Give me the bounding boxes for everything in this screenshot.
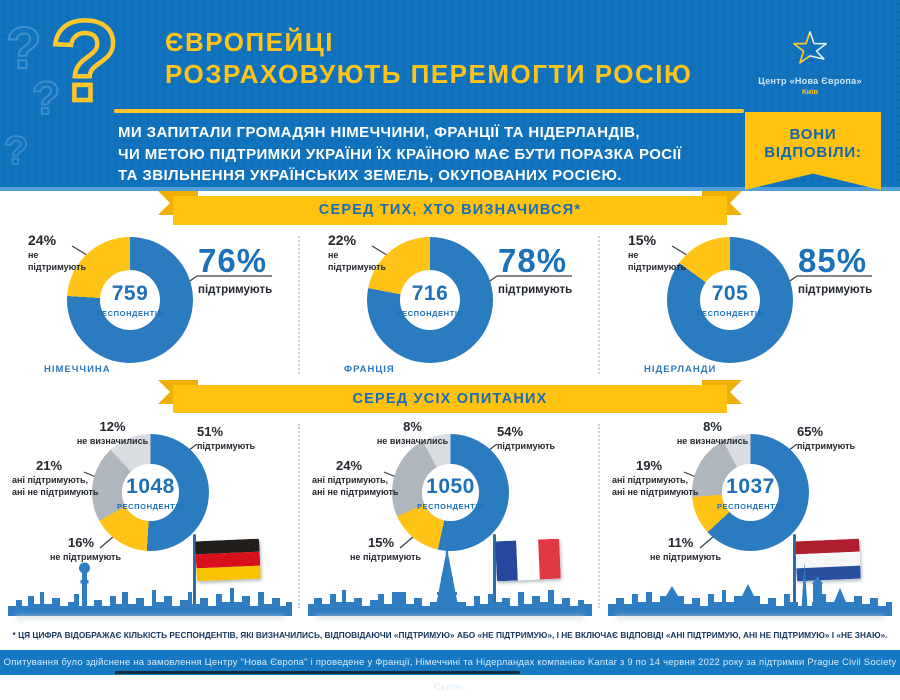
country-label: ФРАНЦІЯ [344, 364, 395, 375]
donut-chart-netherlands-all [692, 434, 809, 551]
question-mark-icon: ? [48, 0, 122, 125]
donut-chart-france-decided [367, 237, 493, 363]
callout-support: 78% підтримують [498, 242, 573, 296]
paris-skyline [308, 550, 592, 616]
callout-not-support: 22% не підтримують [328, 232, 387, 272]
svg-text:?: ? [4, 129, 28, 173]
callout-neither: 19% ані підтримують, ані не підтримують [612, 458, 699, 497]
title-underline [114, 109, 744, 113]
callout-support: 85% підтримують [798, 242, 873, 296]
logo-org-name: Центр «Нова Європа» [758, 76, 862, 86]
panel-decided-france: 716 РЕСПОНДЕНТІВ 22% не підтримують 78% п… [300, 230, 600, 378]
nova-europe-logo: Центр «Нова Європа» Київ [735, 30, 885, 96]
callout-not-support: 15% не підтримують [628, 232, 687, 272]
callout-neither: 21% ані підтримують, ані не підтримують [12, 458, 99, 497]
footnote: * ЦЯ ЦИФРА ВІДОБРАЖАЄ КІЛЬКІСТЬ РЕСПОНДЕ… [12, 630, 888, 640]
callout-support: 54% підтримують [497, 424, 556, 451]
star-icon [792, 31, 828, 64]
country-label: НІДЕРЛАНДИ [644, 364, 717, 375]
donut-chart-germany-all [92, 434, 209, 551]
panel-all-germany: 1048 РЕСПОНДЕНТІВ 12% не визначились 51%… [0, 418, 300, 620]
faint-question-mark-icon: ? [5, 15, 42, 82]
amsterdam-skyline [608, 562, 892, 616]
callout-undecided: 12% не визначились [76, 419, 149, 446]
donut-center-label: 716 РЕСПОНДЕНТІВ [396, 282, 464, 318]
donut-center-label: 1037 РЕСПОНДЕНТІВ [716, 474, 785, 511]
country-label: НІМЕЧЧИНА [44, 364, 111, 375]
survey-credit-text: Опитування було здійснене на замовлення … [3, 657, 897, 693]
panel-decided-netherlands: 705 РЕСПОНДЕНТІВ 15% не підтримують 85% п… [600, 230, 900, 378]
callout-not-support: 24% не підтримують [28, 232, 87, 272]
donut-center-label: 1050 РЕСПОНДЕНТІВ [416, 474, 485, 511]
callout-support: 65% підтримують [797, 424, 856, 451]
donut-center-label: 759 РЕСПОНДЕНТІВ [96, 282, 164, 318]
skyline-shadow [616, 615, 884, 620]
panel-divider [598, 424, 600, 608]
callout-not-support: 15% не підтримують [350, 535, 421, 562]
callout-neither: 24% ані підтримують, ані не підтримують [312, 458, 399, 497]
panel-divider [298, 424, 300, 608]
donut-chart-netherlands-decided [667, 237, 793, 363]
donut-chart-germany-decided [67, 237, 193, 363]
svg-text:?: ? [32, 72, 60, 124]
survey-question-text: МИ ЗАПИТАЛИ ГРОМАДЯН НІМЕЧЧИНИ, ФРАНЦІЇ … [118, 124, 682, 184]
donut-chart-france-all [392, 434, 509, 551]
panel-divider [598, 236, 600, 374]
callout-undecided: 8% не визначились [376, 419, 449, 446]
section-ribbon-all: СЕРЕД УСІХ ОПИТАНИХ [173, 385, 727, 413]
faint-question-mark-icon: ? [31, 71, 61, 125]
svg-text:?: ? [6, 16, 41, 81]
donut-center-label: 705 РЕСПОНДЕНТІВ [696, 282, 764, 318]
callout-undecided: 8% не визначились [676, 419, 749, 446]
panel-all-france: 1050 РЕСПОНДЕНТІВ 8% не визначились 54% … [300, 418, 600, 620]
flagpole [493, 534, 496, 610]
panel-decided-germany: 759 РЕСПОНДЕНТІВ 24% не підтримують 76% п… [0, 230, 300, 378]
flagpole [193, 534, 196, 610]
callout-support: 76% підтримують [198, 242, 273, 296]
callout-not-support: 11% не підтримують [650, 535, 721, 562]
panel-divider [298, 236, 300, 374]
donut-center-label: 1048 РЕСПОНДЕНТІВ [116, 474, 185, 511]
callout-support: 51% підтримують [197, 424, 256, 451]
logo-city: Київ [802, 87, 818, 96]
faint-question-mark-icon: ? [3, 128, 29, 174]
progress-bar [115, 671, 520, 674]
skyline-shadow [16, 615, 284, 620]
header: ? ? ? ? ЄВРОПЕЙЦІ РОЗРАХОВУЮТЬ ПЕРЕМОГТИ… [0, 0, 900, 191]
svg-text:?: ? [50, 0, 120, 125]
section-ribbon-decided: СЕРЕД ТИХ, ХТО ВИЗНАЧИВСЯ* [173, 196, 727, 225]
callout-not-support: 16% не підтримують [50, 535, 121, 562]
berlin-skyline [8, 562, 292, 616]
skyline-shadow [316, 615, 584, 620]
flagpole [793, 534, 796, 610]
panel-all-netherlands: 1037 РЕСПОНДЕНТІВ 8% не визначились 65% … [600, 418, 900, 620]
page-title: ЄВРОПЕЙЦІ РОЗРАХОВУЮТЬ ПЕРЕМОГТИ РОСІЮ [165, 27, 693, 89]
